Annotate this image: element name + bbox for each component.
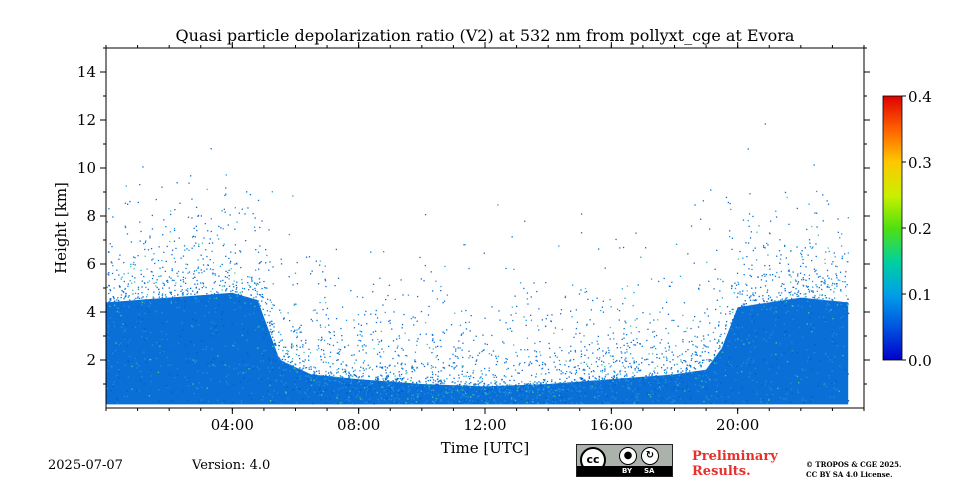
dense-layer bbox=[106, 292, 849, 405]
preliminary-results-label: Preliminary Results. bbox=[692, 449, 792, 479]
y-axis-label: Height [km] bbox=[52, 182, 70, 274]
y-tick-label: 4 bbox=[86, 303, 96, 321]
x-tick-label: 04:00 bbox=[211, 416, 254, 434]
x-tick-label: 12:00 bbox=[463, 416, 506, 434]
chart-title: Quasi particle depolarization ratio (V2)… bbox=[176, 26, 795, 45]
attribution-icon: ● bbox=[619, 447, 637, 465]
y-tick-label: 14 bbox=[77, 63, 96, 81]
colorbar bbox=[882, 95, 903, 361]
badge-strip bbox=[577, 466, 672, 476]
sparse-signal bbox=[106, 123, 850, 405]
y-tick-label: 10 bbox=[77, 159, 96, 177]
colorbar-tick-label: 0.1 bbox=[908, 286, 932, 304]
preliminary-line-2: Results. bbox=[692, 464, 751, 479]
x-tick-label: 08:00 bbox=[337, 416, 380, 434]
colorbar-tick-label: 0.0 bbox=[908, 352, 932, 370]
copyright-line-1: © TROPOS & CGE 2025. bbox=[806, 460, 902, 469]
colorbar-tick-label: 0.2 bbox=[908, 220, 932, 238]
x-tick-label: 16:00 bbox=[590, 416, 633, 434]
x-tick-label: 20:00 bbox=[716, 416, 759, 434]
y-tick-label: 2 bbox=[86, 351, 96, 369]
x-axis-label: Time [UTC] bbox=[441, 439, 530, 457]
axis-ticks: 04:00 08:00 12:00 16:00 20:00 2 4 6 8 10 12 14 bbox=[77, 42, 870, 434]
colorbar-ticks: 0.0 0.1 0.2 0.3 0.4 bbox=[902, 88, 932, 370]
sa-label: SA bbox=[644, 467, 655, 475]
plot-area bbox=[106, 123, 850, 405]
y-tick-label: 6 bbox=[86, 255, 96, 273]
date-label: 2025-07-07 bbox=[48, 458, 123, 473]
by-label: BY bbox=[622, 467, 633, 475]
colorbar-tick-label: 0.3 bbox=[908, 154, 932, 172]
y-tick-label: 12 bbox=[77, 111, 96, 129]
copyright-notice: © TROPOS & CGE 2025. CC BY SA 4.0 Licens… bbox=[806, 460, 956, 480]
preliminary-line-1: Preliminary bbox=[692, 449, 778, 464]
y-tick-label: 8 bbox=[86, 207, 96, 225]
copyright-line-2: CC BY SA 4.0 License. bbox=[806, 470, 893, 479]
cc-license-badge[interactable]: cc ● ↻ BY SA bbox=[576, 444, 673, 477]
colorbar-tick-label: 0.4 bbox=[908, 88, 932, 106]
share-alike-icon: ↻ bbox=[641, 447, 659, 465]
version-label: Version: 4.0 bbox=[192, 458, 271, 473]
